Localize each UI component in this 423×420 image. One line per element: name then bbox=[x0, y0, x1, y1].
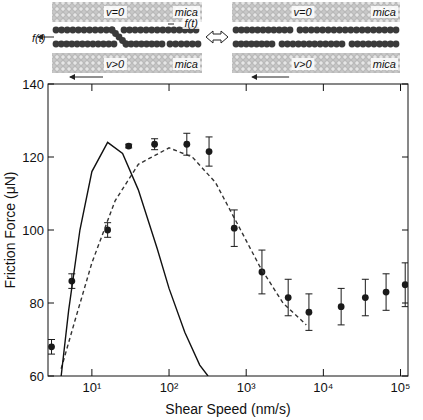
x-tick bbox=[169, 369, 170, 376]
data-point bbox=[338, 303, 345, 310]
error-bar bbox=[338, 288, 345, 325]
axes: 60 80 100 120 140 10¹ 10² 10³ 10⁴ 10⁵ Shear Speed … bbox=[2, 77, 410, 417]
x-tick-label: 10⁴ bbox=[313, 380, 333, 395]
y-tick-right bbox=[402, 157, 408, 158]
data-point bbox=[383, 289, 390, 296]
error-bar bbox=[402, 263, 408, 307]
y-tick-label: 100 bbox=[22, 223, 44, 238]
label-patch bbox=[183, 17, 201, 29]
y-axis-title: Friction Force (μN) bbox=[2, 172, 18, 289]
x-tick-top bbox=[91, 84, 92, 91]
schematic-label: f(t) bbox=[185, 17, 199, 29]
label-patch bbox=[371, 6, 398, 18]
x-tick bbox=[323, 369, 324, 376]
error-bar bbox=[206, 137, 213, 166]
velocity-arrow bbox=[252, 77, 289, 78]
data-point bbox=[259, 269, 266, 276]
x-tick-label: 10² bbox=[160, 380, 179, 395]
molecule-bead bbox=[393, 41, 400, 48]
schematic-label: f(t) bbox=[32, 32, 46, 44]
x-tick-top bbox=[400, 84, 401, 91]
data-point bbox=[125, 143, 132, 150]
data-point bbox=[231, 225, 238, 232]
x-tick-label: 10³ bbox=[237, 380, 256, 395]
error-bar bbox=[305, 294, 312, 331]
molecule-bead bbox=[287, 27, 294, 34]
force-arrow bbox=[168, 24, 174, 25]
label-patch bbox=[30, 32, 48, 44]
y-tick bbox=[48, 303, 54, 304]
error-bar bbox=[258, 250, 265, 294]
x-tick-top bbox=[323, 84, 324, 91]
data-point bbox=[183, 141, 190, 148]
data-point bbox=[151, 141, 158, 148]
label-patch bbox=[371, 58, 398, 70]
label-patch bbox=[173, 58, 200, 70]
fit-curve bbox=[61, 142, 208, 376]
data-point bbox=[285, 294, 292, 301]
schematic-panel: v=0 mica v>0 mica bbox=[232, 2, 400, 77]
label-patch bbox=[292, 58, 315, 70]
schematic-label: v>0 bbox=[294, 58, 313, 70]
y-tick bbox=[48, 157, 54, 158]
double-arrow bbox=[206, 31, 228, 43]
mica-top bbox=[232, 2, 400, 22]
x-tick-label: 10⁵ bbox=[391, 380, 411, 395]
schematic-panel: v=0micav>0micaf(t)f(t) bbox=[30, 2, 202, 77]
y-tick bbox=[48, 230, 54, 231]
label-patch bbox=[292, 6, 315, 18]
plot-area bbox=[48, 133, 408, 376]
data-point bbox=[362, 294, 369, 301]
x-tick bbox=[400, 369, 401, 376]
molecule-bead bbox=[195, 41, 202, 48]
y-tick-label: 120 bbox=[22, 150, 44, 165]
error-bar bbox=[183, 133, 190, 155]
error-bar bbox=[104, 223, 111, 238]
double-arrow-shape bbox=[206, 31, 228, 43]
figure: v=0micav>0micaf(t)f(t)v=0micav>0mica6080… bbox=[0, 0, 423, 420]
schematic-label: mica bbox=[373, 6, 396, 18]
y-tick-right bbox=[402, 230, 408, 231]
force-arrow bbox=[38, 37, 54, 38]
label-patch bbox=[104, 58, 127, 70]
data-point bbox=[206, 148, 213, 155]
schematic-label: mica bbox=[175, 58, 198, 70]
error-bar bbox=[231, 210, 238, 247]
y-tick-label: 140 bbox=[22, 77, 44, 92]
x-tick-top bbox=[246, 84, 247, 91]
data-point bbox=[48, 343, 55, 350]
mica-top bbox=[52, 2, 202, 22]
y-tick-label: 60 bbox=[30, 369, 44, 384]
x-tick-top bbox=[169, 84, 170, 91]
data-point bbox=[306, 309, 313, 316]
molecule-bead bbox=[393, 27, 400, 34]
x-tick-label: 10¹ bbox=[82, 380, 101, 395]
x-tick bbox=[246, 369, 247, 376]
x-tick bbox=[91, 369, 92, 376]
mica-bottom bbox=[232, 53, 400, 73]
molecule-bead bbox=[269, 41, 276, 48]
schematic-label: mica bbox=[373, 58, 396, 70]
y-tick-label: 80 bbox=[30, 296, 44, 311]
mica-bottom bbox=[52, 53, 202, 73]
error-bar bbox=[383, 274, 390, 311]
molecule-bead bbox=[111, 41, 118, 48]
label-patch bbox=[104, 6, 127, 18]
fit-curve bbox=[61, 148, 306, 369]
molecule-bead bbox=[159, 41, 166, 48]
data-point bbox=[402, 281, 408, 288]
error-bar bbox=[48, 340, 55, 355]
molecule-bead bbox=[339, 41, 346, 48]
schematic-label: v=0 bbox=[106, 6, 125, 18]
x-axis-title: Shear Speed (nm/s) bbox=[165, 401, 290, 417]
schematic-label: v=0 bbox=[294, 6, 313, 18]
schematic-label: v>0 bbox=[106, 58, 125, 70]
plot-frame bbox=[48, 84, 408, 376]
velocity-arrow bbox=[70, 77, 103, 78]
schematic: v=0 mica v>0 mica f(t) f(t) v=0 mica v>0 mica bbox=[30, 2, 400, 77]
error-bar bbox=[362, 279, 369, 316]
error-bar bbox=[151, 139, 158, 150]
